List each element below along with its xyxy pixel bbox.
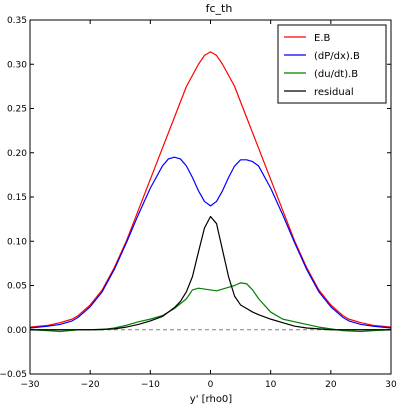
y-tick-label: 0.00 [7,326,27,336]
y-tick-label: 0.05 [7,282,27,292]
x-tick-label: 10 [265,380,277,390]
y-tick-label: 0.15 [7,193,27,203]
y-tick-label: 0.20 [7,149,27,159]
series-line-3 [29,282,392,333]
legend-label: residual [314,87,354,98]
x-tick-label: 0 [208,380,214,390]
x-tick-label: −10 [141,380,160,390]
series-line-2 [29,156,392,329]
x-tick-label: −20 [81,380,100,390]
legend: E.B (dP/dx).B (du/dt).B residual [277,24,387,104]
y-tick-label: 0.10 [7,237,27,247]
y-tick-label: −0.05 [0,370,27,380]
series-line-4 [30,215,391,331]
y-tick-label: 0.25 [7,105,27,115]
legend-label: E.B [314,33,330,44]
legend-label: (dP/dx).B [314,51,360,62]
x-tick-label: −30 [21,380,40,390]
chart-title: fc_th [206,2,233,15]
x-tick-label: 30 [385,380,397,390]
series-line-1 [29,51,392,328]
y-tick-label: 0.35 [7,16,27,26]
y-tick-label: 0.30 [7,60,27,70]
x-axis-label: y' [rho0] [190,394,233,405]
legend-label: (du/dt).B [314,69,358,80]
legend-box [277,24,387,104]
x-tick-label: 20 [325,380,337,390]
